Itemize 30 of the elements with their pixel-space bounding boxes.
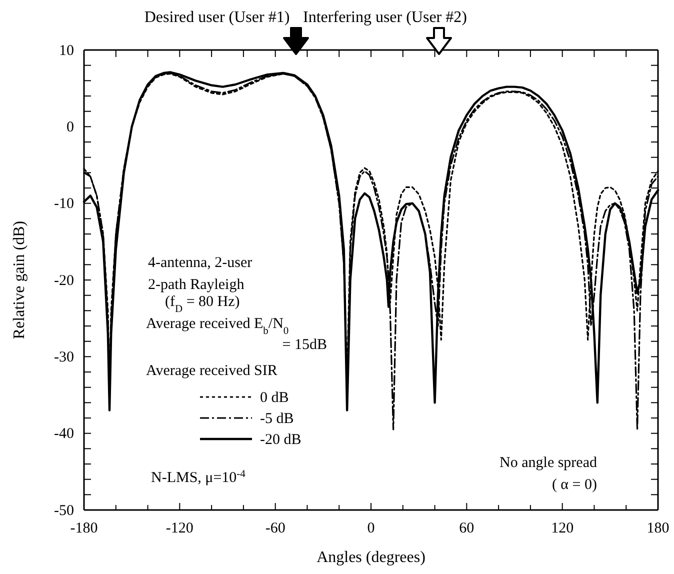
y-tick-label: -40 [54, 426, 74, 442]
y-tick-label: 10 [59, 42, 74, 59]
x-tick-label: 180 [646, 520, 670, 537]
y-tick-label: -50 [54, 502, 74, 519]
y-axis-title: Relative gain (dB) [11, 220, 28, 340]
legend-label: -5 dB [260, 411, 294, 427]
annotation: ( α = 0) [552, 477, 597, 493]
annotation: N-LMS, μ=10$^{-4}$ [151, 468, 246, 486]
legend-label: 0 dB [260, 390, 289, 406]
annotation: (f$_{D}$ = 80 Hz) [165, 294, 240, 314]
y-tick-label: 0 [66, 119, 74, 136]
x-tick-label: -120 [166, 520, 194, 537]
x-tick-label: 60 [459, 520, 474, 537]
y-tick-label: -30 [54, 349, 74, 366]
y-tick-label: -10 [54, 196, 74, 212]
x-axis-title: Angles (degrees) [316, 549, 426, 566]
annotation: = 15dB [282, 337, 327, 353]
x-tick-label: 120 [551, 520, 574, 537]
x-tick-label: 0 [367, 520, 375, 537]
text: Interfering user (User #2) [303, 9, 467, 26]
annotation: No angle spread [500, 455, 598, 471]
text: Desired user (User #1) [144, 9, 290, 26]
legend-label: -20 dB [260, 432, 302, 448]
annotation: Average received E$_{b}$/N$_{0}$ [146, 316, 289, 336]
annotation: 4-antenna, 2-user [148, 255, 252, 271]
x-tick-label: -180 [70, 520, 98, 537]
legend-title: Average received SIR [146, 363, 278, 379]
x-tick-label: -60 [265, 520, 286, 537]
y-tick-label: -20 [54, 272, 74, 289]
annotation: 2-path Rayleigh [148, 277, 245, 293]
